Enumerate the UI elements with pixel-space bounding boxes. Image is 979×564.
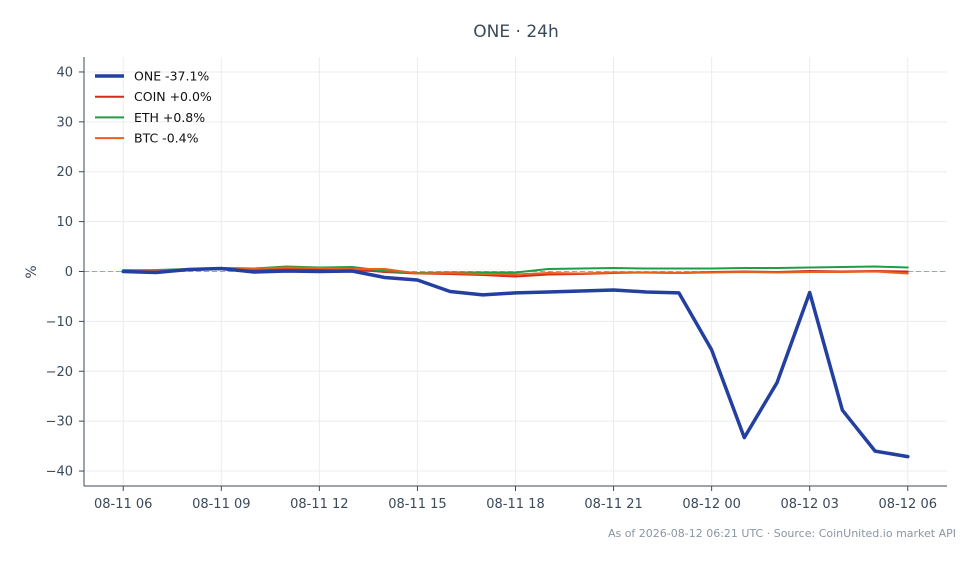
y-tick-label: −40 xyxy=(46,465,73,480)
series-line-one xyxy=(121,266,910,459)
x-tick-label: 08-11 18 xyxy=(486,497,544,512)
x-tick-label: 08-11 15 xyxy=(388,497,446,512)
x-tick-label: 08-11 21 xyxy=(584,497,642,512)
x-tick-label: 08-12 03 xyxy=(780,497,838,512)
x-tick-label: 08-11 06 xyxy=(94,497,152,512)
x-tick-label: 08-12 00 xyxy=(682,497,740,512)
legend-label: COIN +0.0% xyxy=(134,89,212,104)
legend-label: ETH +0.8% xyxy=(134,110,205,125)
y-tick-label: −30 xyxy=(46,415,73,430)
y-tick-label: 0 xyxy=(65,265,73,280)
y-tick-label: 10 xyxy=(56,215,73,230)
tick-labels: 40 30 20 10 0 −10 −20 −30 −40 08-11 06 08-11 09 08-… xyxy=(46,65,937,512)
y-tick-label: −10 xyxy=(46,315,73,330)
y-tick-label: −20 xyxy=(46,365,73,380)
series-lines xyxy=(121,265,910,459)
x-tick-label: 08-11 12 xyxy=(290,497,348,512)
legend-label: BTC -0.4% xyxy=(134,131,199,146)
legend-label: ONE -37.1% xyxy=(134,69,209,84)
y-tick-label: 20 xyxy=(56,165,73,180)
chart-title: ONE · 24h xyxy=(473,22,558,42)
y-tick-label: 30 xyxy=(56,115,73,130)
x-tick-label: 08-11 09 xyxy=(192,497,250,512)
y-tick-label: 40 xyxy=(56,65,73,80)
y-axis-label: % xyxy=(24,265,40,278)
axes xyxy=(79,57,947,491)
legend: ONE -37.1% COIN +0.0% ETH +0.8% BTC -0.4% xyxy=(95,69,212,146)
x-tick-label: 08-12 06 xyxy=(879,497,937,512)
source-footer: As of 2026-08-12 06:21 UTC · Source: Coi… xyxy=(608,527,956,540)
series-line-btc xyxy=(122,266,909,276)
